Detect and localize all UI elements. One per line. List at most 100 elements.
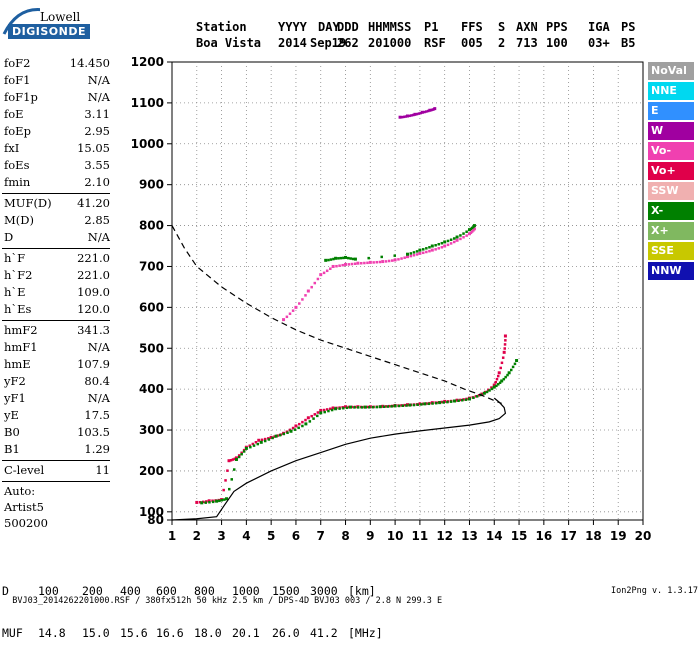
echo-point: [231, 458, 235, 461]
echo-point: [403, 256, 406, 259]
echo-point: [368, 406, 371, 409]
echo-point: [408, 114, 411, 118]
echo-point: [465, 230, 468, 234]
echo-point: [366, 405, 369, 409]
header-value: 100: [546, 36, 568, 50]
echo-point: [440, 241, 444, 245]
legend-entry: SSW: [648, 182, 694, 200]
header-value: Sep19: [310, 36, 347, 50]
echo-point: [322, 408, 326, 412]
param-name: fmin: [4, 175, 31, 189]
echo-point: [428, 246, 431, 249]
param-row: h`F2 221.0: [2, 268, 110, 285]
echo-point: [446, 243, 450, 247]
autoscale-text: 500200: [4, 516, 48, 530]
echo-point: [310, 285, 313, 289]
echo-point: [224, 479, 227, 482]
muf-cell: 15.0: [82, 626, 110, 640]
echo-point: [409, 252, 413, 255]
param-row: M(D) 2.85: [2, 213, 110, 230]
echo-point: [490, 386, 493, 389]
echo-point: [390, 405, 393, 408]
header-value: Boa Vista: [196, 36, 262, 50]
param-row: foF1 N/A: [2, 73, 110, 90]
echo-point: [301, 424, 304, 428]
param-name: foF2: [4, 56, 31, 70]
echo-point: [421, 251, 425, 255]
echo-point: [406, 252, 409, 256]
echo-point: [293, 428, 297, 431]
header-label: FFS: [461, 20, 483, 34]
echo-point: [242, 448, 246, 452]
y-tick-label: 80: [147, 513, 164, 527]
echo-point: [459, 237, 462, 241]
autoscale-text: Auto:: [4, 484, 36, 498]
header-label: AXN: [516, 20, 538, 34]
echo-point: [507, 371, 511, 375]
echo-point: [251, 442, 255, 446]
echo-point: [304, 294, 307, 297]
echo-point: [418, 248, 422, 252]
param-row: foEs 3.55: [2, 158, 110, 175]
param-name: yE: [4, 408, 19, 422]
echo-point: [421, 248, 425, 251]
echo-point: [366, 261, 369, 265]
echo-point: [356, 406, 360, 409]
x-tick-label: 8: [341, 529, 349, 543]
echo-point: [412, 254, 416, 257]
echo-point: [341, 263, 344, 267]
profile-curve: [171, 397, 507, 521]
echo-point: [488, 389, 491, 392]
echo-point: [413, 112, 417, 116]
echo-point: [240, 451, 243, 455]
echo-point: [490, 387, 494, 391]
echo-point: [252, 444, 256, 447]
echo-point: [498, 381, 502, 384]
echo-point: [477, 394, 481, 397]
echo-point: [443, 240, 447, 244]
param-row: yF1 N/A: [2, 391, 110, 408]
echo-point: [504, 375, 507, 379]
echo-point: [306, 416, 310, 420]
echo-point: [442, 401, 445, 404]
echo-point: [440, 400, 444, 404]
echo-point: [467, 397, 471, 401]
echo-point: [297, 426, 300, 430]
echo-point: [401, 404, 405, 407]
echo-point: [430, 244, 434, 248]
x-tick-label: 9: [366, 529, 374, 543]
echo-point: [267, 438, 271, 441]
param-row: hmF1 N/A: [2, 340, 110, 357]
echo-point: [304, 418, 307, 422]
param-value: N/A: [87, 391, 110, 405]
muf-cell: 400: [120, 584, 141, 598]
echo-point: [434, 243, 437, 247]
echo-point: [274, 434, 278, 438]
echo-point: [409, 254, 413, 258]
echo-point: [316, 277, 320, 281]
echo-point: [335, 264, 338, 268]
param-value: 14.450: [69, 56, 110, 70]
echo-point: [254, 440, 258, 444]
echo-point: [242, 450, 246, 453]
x-tick-label: 6: [292, 529, 300, 543]
echo-point: [515, 359, 519, 363]
param-row: D N/A: [2, 230, 110, 247]
echo-point: [368, 260, 372, 264]
param-name: foE: [4, 107, 24, 121]
echo-point: [372, 261, 375, 264]
echo-point: [223, 498, 226, 501]
echo-point: [304, 422, 308, 426]
echo-point: [410, 114, 413, 117]
digisonde-logo: Lowell DIGISONDE: [0, 0, 170, 50]
autoscale-text: Artist5: [4, 500, 44, 514]
echo-point: [273, 435, 276, 438]
param-value: 109.0: [77, 285, 110, 299]
param-name: C-level: [4, 463, 45, 477]
logo-text-digisonde: DIGISONDE: [8, 24, 90, 39]
echo-point: [347, 263, 351, 266]
echo-point: [215, 499, 219, 503]
echo-point: [455, 398, 459, 402]
param-row: yE 17.5: [2, 408, 110, 425]
param-name: foEp: [4, 124, 31, 138]
